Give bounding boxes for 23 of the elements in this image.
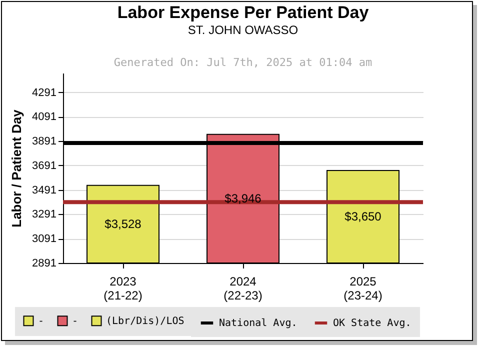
legend-label: -: [72, 316, 78, 327]
y-tick-label: 4091: [32, 111, 56, 124]
y-tick-label: 3491: [32, 184, 56, 196]
text: Generated On: Jul 7th, 2025 at 01:04 am: [114, 56, 373, 69]
chart-subtitle: ST. JOHN OWASSO: [188, 23, 298, 37]
legend-label: OK State Avg.: [333, 318, 412, 329]
y-tick-label: 3091: [32, 233, 56, 246]
x-tick-label: 2023 (21-22): [104, 274, 142, 302]
x-tick-label: 2025 (23-24): [344, 274, 382, 302]
y-tick-label: 3691: [32, 160, 56, 172]
data-label: $3,946: [224, 192, 262, 206]
y-tick-label: 3291: [32, 208, 56, 221]
chart-title: Labor Expense Per Patient Day: [117, 3, 370, 22]
legend-label: (Lbr/Dis)/LOS: [106, 316, 184, 327]
data-label: $3,650: [344, 210, 382, 224]
data-label: $3,528: [104, 217, 142, 232]
x-tick-label: 2024 (22-23): [224, 274, 262, 302]
legend-label: -: [38, 316, 44, 327]
legend-label: National Avg.: [219, 318, 298, 329]
y-axis-title: Labor / Patient Day: [9, 108, 24, 228]
y-tick-label: 3891: [32, 136, 56, 148]
y-tick-label: 4291: [32, 86, 56, 99]
y-tick-label: 2891: [32, 258, 56, 270]
